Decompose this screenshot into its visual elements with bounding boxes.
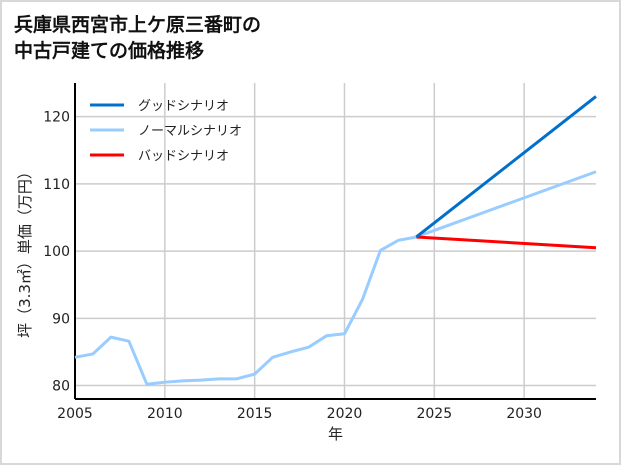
y-tick-label: 90 (52, 311, 70, 327)
x-tick-label: 2030 (506, 406, 542, 422)
x-tick-label: 2020 (327, 406, 363, 422)
title-line-2: 中古戸建ての価格推移 (14, 40, 205, 62)
series-line-3 (416, 235, 597, 250)
series-line-2 (74, 170, 597, 386)
chart-title: 兵庫県西宮市上ケ原三番町の 中古戸建ての価格推移 (14, 12, 261, 64)
y-tick-label: 110 (43, 177, 70, 193)
x-axis-label: 年 (328, 425, 343, 443)
legend-label: グッドシナリオ (138, 99, 229, 114)
y-tick-label: 100 (43, 244, 70, 260)
y-tick-label: 80 (52, 379, 70, 395)
y-tick-label: 120 (43, 110, 70, 126)
x-tick-label: 2010 (147, 406, 183, 422)
x-tick-label: 2015 (237, 406, 273, 422)
x-tick-label: 2005 (57, 406, 93, 422)
title-line-1: 兵庫県西宮市上ケ原三番町の (14, 14, 262, 36)
y-axis-label: 坪（3.3㎡）単価（万円） (16, 164, 34, 338)
series-line-1 (415, 95, 597, 239)
legend-label: バッドシナリオ (138, 149, 229, 164)
x-tick-label: 2025 (416, 406, 452, 422)
legend-label: ノーマルシナリオ (138, 124, 242, 139)
